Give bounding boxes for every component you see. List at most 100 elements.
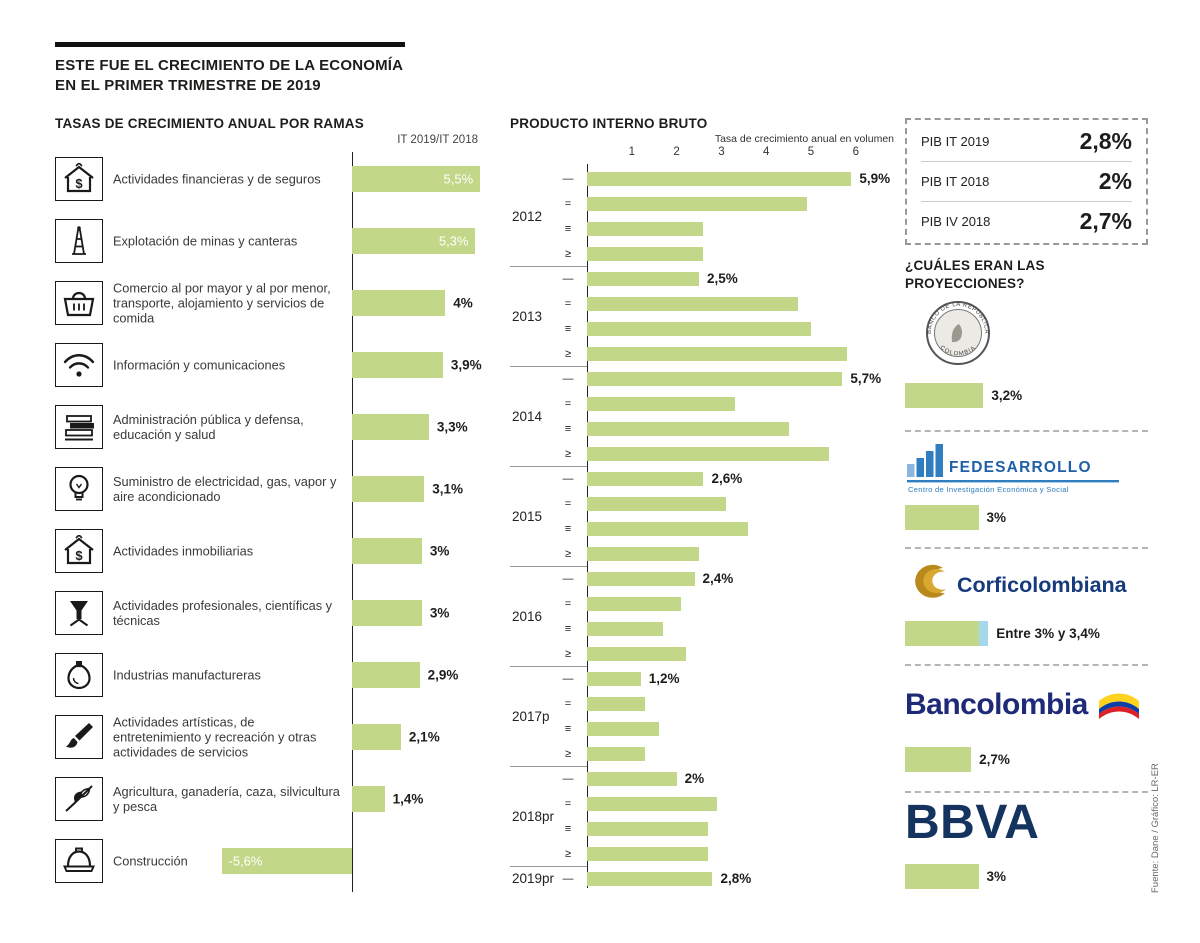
svg-text:$: $ — [75, 176, 83, 191]
gdp-bar — [587, 797, 717, 811]
quarter-marker: ≡ — [564, 823, 572, 835]
projection-bar — [905, 864, 979, 889]
gdp-bar — [587, 172, 852, 186]
banco-republica-logo: BANCO DE LA REPÚBLICA COLOMBIA — [925, 300, 991, 371]
quarter-marker: = — [564, 198, 572, 210]
sector-row: Actividades artísticas, de entretenimien… — [55, 706, 585, 768]
sector-row: $ Actividades inmobiliarias 3% — [55, 520, 585, 582]
sector-label: Actividades profesionales, científicas y… — [113, 597, 333, 628]
finance-house-icon: $ — [55, 157, 103, 201]
shopping-basket-icon — [55, 281, 103, 325]
projection-bar — [905, 383, 984, 408]
title-rule — [55, 42, 405, 47]
quarter-marker: ≡ — [564, 523, 572, 535]
sector-bar — [352, 290, 446, 316]
sector-baseline — [352, 152, 353, 892]
sector-row: Explotación de minas y canteras 5,3% — [55, 210, 585, 272]
gdp-bar — [587, 672, 641, 686]
gdp-bar — [587, 747, 646, 761]
quarter-marker: ≥ — [564, 648, 572, 660]
projection-bar-row: 2,7% — [905, 747, 1010, 772]
gdp-value-label: 2,8% — [720, 871, 752, 886]
quarter-marker: ≡ — [564, 723, 572, 735]
fedesarrollo-wordmark: FEDESARROLLO — [949, 459, 1092, 476]
gdp-bar — [587, 872, 713, 886]
title-line-2: EN EL PRIMER TRIMESTRE DE 2019 — [55, 76, 321, 94]
svg-text:$: $ — [75, 548, 83, 563]
source-credit: Fuente: Dane / Gráfico: LR-ER — [1150, 763, 1161, 893]
projection-value: 2,7% — [979, 752, 1010, 767]
quarter-marker: — — [562, 373, 574, 385]
sector-row: Administración pública y defensa, educac… — [55, 396, 585, 458]
dashed-separator — [905, 791, 1148, 793]
summary-value: 2% — [1098, 168, 1132, 194]
gdp-bar — [587, 772, 677, 786]
projections-title: ¿CUÁLES ERAN LAS PROYECCIONES? — [905, 257, 1045, 292]
corficolombiana-logo: Corficolombiana — [905, 560, 1157, 611]
gdp-year-label: 2015 — [512, 508, 543, 524]
gdp-subtitle: Tasa de crecimiento anual en volumen — [714, 133, 894, 145]
gdp-bar — [587, 647, 686, 661]
gdp-group-separator — [510, 866, 587, 867]
projection-bar — [905, 621, 979, 646]
gdp-year-label: 2013 — [512, 308, 543, 324]
quarter-marker: ≥ — [564, 348, 572, 360]
sector-value: 5,3% — [438, 233, 469, 249]
gdp-value-label: 1,2% — [648, 671, 680, 686]
page-title: ESTE FUE EL CRECIMIENTO DE LA ECONOMÍA E… — [55, 56, 403, 95]
projections-title-line-2: PROYECCIONES? — [905, 275, 1025, 291]
summary-label: PIB IT 2018 — [921, 174, 990, 189]
gdp-bar — [587, 622, 664, 636]
gdp-axis-tick: 6 — [852, 146, 859, 158]
gdp-axis-tick: 4 — [762, 146, 770, 158]
sector-bar — [352, 538, 422, 564]
realestate-house-icon: $ — [55, 529, 103, 573]
sector-row: Actividades profesionales, científicas y… — [55, 582, 585, 644]
gdp-bar — [587, 472, 704, 486]
oil-derrick-icon — [55, 219, 103, 263]
gdp-bar — [587, 572, 695, 586]
fedesarrollo-tagline: Centro de Investigación Económica y Soci… — [908, 485, 1069, 494]
quarter-marker: = — [564, 298, 572, 310]
summary-row: PIB IV 2018 2,7% — [921, 202, 1132, 241]
bancolombia-wordmark: Bancolombia — [905, 688, 1088, 721]
quarter-marker: — — [562, 573, 574, 585]
gdp-year-label: 2017p — [512, 708, 550, 724]
gdp-bar — [587, 222, 704, 236]
quarter-marker: — — [562, 273, 574, 285]
summary-label: PIB IV 2018 — [921, 214, 991, 229]
title-line-1: ESTE FUE EL CRECIMIENTO DE LA ECONOMÍA — [55, 57, 404, 74]
gdp-bar — [587, 372, 843, 386]
summary-value: 2,7% — [1079, 208, 1132, 234]
gdp-year-label: 2014 — [512, 408, 543, 424]
gdp-bar — [587, 247, 704, 261]
sector-value: 3% — [429, 543, 450, 559]
gdp-bar — [587, 197, 807, 211]
quarter-marker: ≥ — [564, 548, 572, 560]
sector-value: 4% — [453, 295, 473, 311]
gdp-bar — [587, 322, 811, 336]
sector-bar: -5,6% — [221, 848, 352, 874]
projection-value: 3% — [986, 869, 1007, 884]
quarter-marker: ≡ — [564, 323, 572, 335]
quarter-marker: — — [562, 773, 574, 785]
gdp-chart-title: PRODUCTO INTERNO BRUTO — [510, 116, 708, 131]
sector-label: Explotación de minas y canteras — [113, 233, 298, 249]
quarter-marker: ≡ — [564, 223, 572, 235]
sector-label: Actividades financieras y de seguros — [113, 171, 321, 187]
gdp-axis-tick: 5 — [807, 146, 815, 158]
projections-title-line-1: ¿CUÁLES ERAN LAS — [905, 258, 1045, 273]
sector-label: Suministro de electricidad, gas, vapor y… — [113, 473, 337, 504]
quarter-marker: — — [562, 473, 574, 485]
sector-value: 1,4% — [392, 791, 424, 807]
gdp-bar — [587, 347, 847, 361]
sector-rows: $ Actividades financieras y de seguros 5,5… — [55, 148, 585, 892]
sector-bar — [352, 724, 401, 750]
wifi-icon — [55, 343, 103, 387]
sector-value: 2,9% — [427, 667, 459, 683]
gdp-group-separator — [510, 766, 587, 767]
gdp-bar — [587, 597, 682, 611]
gdp-bar — [587, 272, 699, 286]
sector-value: 5,5% — [443, 171, 474, 187]
sector-bar: 5,3% — [352, 228, 476, 254]
